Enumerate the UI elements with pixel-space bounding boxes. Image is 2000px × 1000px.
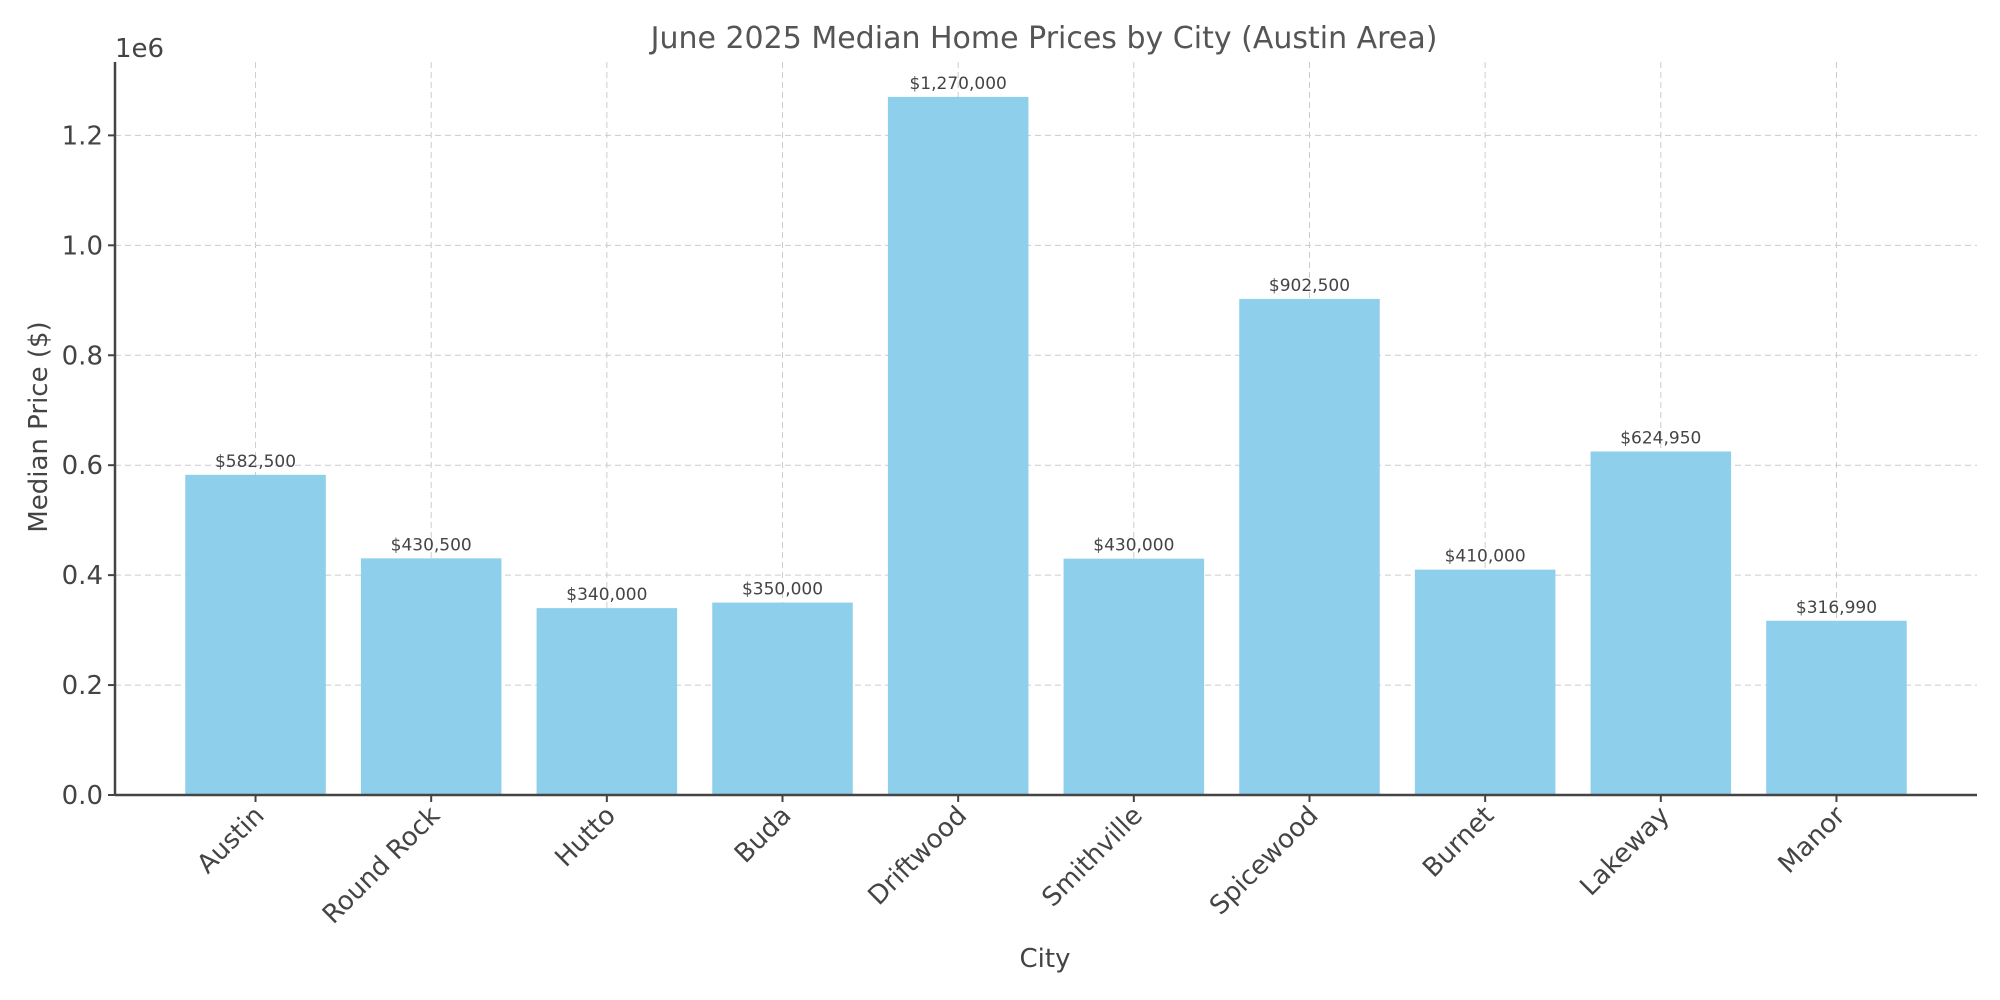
y-tick-label: 0.0 [62,781,103,811]
bar [1590,451,1732,795]
y-tick-label: 0.6 [62,451,103,481]
x-tick-label: Driftwood [863,801,974,912]
y-axis-offset-label: 1e6 [115,34,164,64]
x-tick-label: Manor [1773,801,1852,880]
x-tick-label: Round Rock [317,801,446,930]
data-label: $430,500 [391,535,472,555]
y-axis-label: Median Price ($) [24,321,54,532]
data-label: $410,000 [1445,547,1526,567]
data-label: $340,000 [566,585,647,605]
chart-title: June 2025 Median Home Prices by City (Au… [649,21,1438,56]
x-tick-label: Spicewood [1204,801,1324,921]
x-tick-label: Buda [729,801,797,869]
data-label: $430,000 [1093,536,1174,556]
data-label: $582,500 [215,452,296,472]
bar [1414,569,1556,795]
x-tick-labels: Austin Round Rock Hutto Buda Driftwood Smithv… [191,801,1851,930]
y-tick-label: 1.2 [62,121,103,151]
bar [360,558,502,795]
bar [712,602,853,795]
bar [887,96,1029,795]
y-tick-label: 1.0 [62,231,103,261]
x-tick-label: Hutto [549,801,621,873]
y-tick-labels: 0.0 0.2 0.4 0.6 0.8 1.0 1.2 [62,121,103,811]
x-tick-label: Smithville [1037,801,1149,913]
x-axis-label: City [1020,944,1071,974]
bar [536,608,678,795]
y-tick-label: 0.4 [62,561,103,591]
x-tick-label: Austin [191,801,270,880]
bar [1766,620,1907,795]
data-label: $350,000 [742,580,823,600]
bar [185,474,326,795]
data-label: $1,270,000 [909,74,1006,94]
data-label: $316,990 [1796,598,1877,618]
data-label: $902,500 [1269,276,1350,296]
bar [1239,298,1380,795]
bars [185,96,1907,795]
x-tick-label: Lakeway [1575,801,1676,902]
data-labels: $582,500 $430,500 $340,000 $350,000 $1,270,0… [215,74,1877,618]
axes [108,62,1977,802]
y-tick-label: 0.8 [62,341,103,371]
y-tick-label: 0.2 [62,671,103,701]
data-label: $624,950 [1620,428,1701,448]
x-tick-label: Burnet [1417,801,1500,884]
bar [1063,558,1205,795]
